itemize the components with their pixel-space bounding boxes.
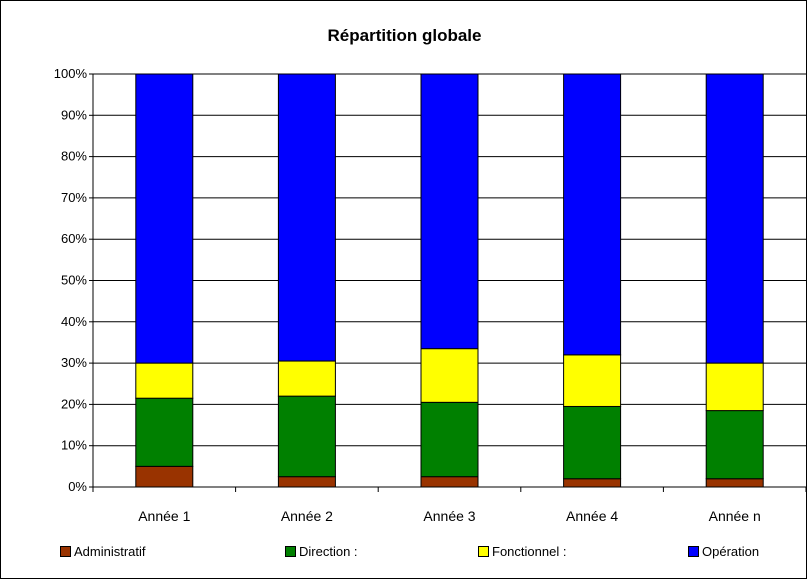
legend-item: Administratif — [60, 544, 146, 559]
bar-segment-fonctionnel — [705, 362, 764, 412]
y-tick-label: 60% — [61, 231, 87, 246]
legend-label: Opération — [702, 544, 760, 559]
y-tick-label: 10% — [61, 438, 87, 453]
y-tick-label: 30% — [61, 355, 87, 370]
y-tick-label: 80% — [61, 149, 87, 164]
bar-segment-direction — [705, 410, 764, 480]
bar-segment-administratif — [563, 478, 622, 488]
bar-segment-direction — [135, 397, 194, 467]
bar-segment-op-ration — [705, 73, 764, 364]
y-tick-label: 0% — [68, 479, 87, 494]
x-tick-label: Année 2 — [281, 508, 333, 524]
bar-segment-administratif — [135, 465, 194, 488]
legend: Administratif Direction : Fonctionnel : Opé… — [0, 544, 809, 568]
legend-item: Opération — [688, 544, 759, 559]
y-tick-label: 50% — [61, 273, 87, 288]
bar-segment-fonctionnel — [135, 362, 194, 399]
chart-title: Répartition globale — [327, 26, 482, 45]
bar-segment-administratif — [277, 476, 336, 488]
bar-segment-fonctionnel — [277, 360, 336, 397]
bar-segment-op-ration — [135, 73, 194, 364]
y-tick-label: 100% — [54, 66, 88, 81]
x-tick-label: Année 1 — [138, 508, 190, 524]
legend-swatch — [688, 546, 699, 557]
legend-label: Administratif — [74, 544, 146, 559]
x-tick-label: Année n — [709, 508, 761, 524]
bar-segment-fonctionnel — [420, 348, 479, 403]
legend-item: Direction : — [285, 544, 358, 559]
bar-segment-op-ration — [277, 73, 336, 362]
legend-swatch — [60, 546, 71, 557]
bar-segment-op-ration — [420, 73, 479, 350]
x-tick-label: Année 4 — [566, 508, 618, 524]
bar-segment-fonctionnel — [563, 354, 622, 407]
bar-segment-administratif — [420, 476, 479, 488]
bar-segment-administratif — [705, 478, 764, 488]
legend-swatch — [478, 546, 489, 557]
bar-segment-direction — [563, 405, 622, 480]
y-tick-label: 90% — [61, 107, 87, 122]
legend-swatch — [285, 546, 296, 557]
legend-item: Fonctionnel : — [478, 544, 566, 559]
bar-segment-direction — [277, 395, 336, 478]
y-tick-label: 40% — [61, 314, 87, 329]
bar-segment-direction — [420, 401, 479, 478]
y-tick-label: 70% — [61, 190, 87, 205]
y-tick-label: 20% — [61, 396, 87, 411]
legend-label: Direction : — [299, 544, 358, 559]
bar-segment-op-ration — [563, 73, 622, 356]
legend-label: Fonctionnel : — [492, 544, 567, 559]
x-tick-label: Année 3 — [423, 508, 475, 524]
